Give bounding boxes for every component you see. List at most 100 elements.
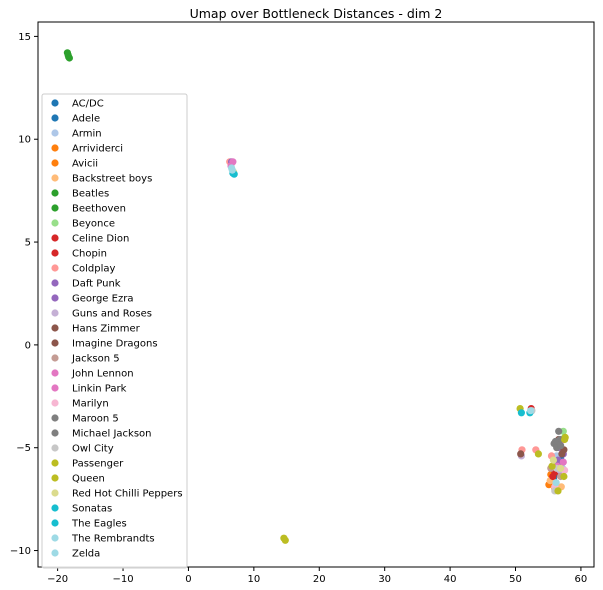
legend-marker [51, 354, 59, 362]
legend-label: Adele [72, 114, 100, 125]
legend-label: Coldplay [72, 264, 115, 275]
legend-label: Celine Dion [72, 234, 129, 245]
legend-marker [51, 264, 59, 272]
data-point [560, 472, 568, 481]
legend-marker [51, 249, 59, 257]
legend-marker [51, 369, 59, 377]
data-point [552, 479, 560, 487]
legend-label: Beyonce [72, 219, 115, 230]
legend-label: Backstreet boys [72, 174, 152, 185]
legend-label: George Ezra [72, 294, 133, 305]
data-point [551, 437, 560, 446]
legend-marker [51, 234, 59, 242]
legend-label: The Rembrandts [71, 534, 155, 545]
legend-label: John Lennon [71, 369, 134, 380]
data-point [65, 54, 73, 62]
legend-label: Owl City [72, 444, 114, 455]
legend-marker [51, 159, 59, 167]
legend-marker [51, 534, 59, 542]
x-tick-label: 20 [313, 574, 326, 585]
data-point [281, 536, 289, 544]
legend-label: Beethoven [72, 204, 126, 215]
legend: AC/DC Adele Armin Arrividerci Avicii Backstre… [41, 93, 188, 569]
axis-ticks: −20 −10 0 10 20 30 40 50 60 −10 −5 0 5 10 15 [10, 32, 587, 585]
legend-label: Armin [72, 129, 102, 140]
legend-marker [51, 129, 59, 137]
y-tick-label: −5 [16, 443, 31, 454]
legend-marker [51, 399, 59, 407]
legend-marker [51, 294, 59, 302]
data-point [549, 472, 557, 481]
legend-label: Daft Punk [72, 279, 121, 290]
y-tick-label: 0 [25, 340, 31, 351]
legend-marker [51, 309, 59, 317]
legend-marker [51, 384, 59, 392]
legend-label: Queen [72, 474, 105, 485]
legend-marker [51, 114, 59, 122]
data-point [527, 407, 535, 415]
legend-marker [51, 504, 59, 512]
legend-label: Marilyn [72, 399, 109, 410]
legend-label: Maroon 5 [72, 414, 119, 425]
data-point [549, 456, 558, 464]
legend-marker [51, 429, 59, 437]
y-tick-label: 5 [25, 238, 31, 249]
legend-marker [51, 219, 59, 227]
y-tick-label: −10 [10, 546, 31, 557]
data-point [559, 458, 567, 466]
data-point [561, 433, 569, 441]
data-point [517, 450, 525, 458]
legend-marker [51, 324, 59, 332]
legend-label: Hans Zimmer [72, 324, 141, 335]
y-tick-label: 15 [18, 32, 31, 43]
data-point [228, 164, 236, 172]
chart-title: Umap over Bottleneck Distances - dim 2 [190, 6, 443, 21]
legend-marker [51, 144, 59, 152]
legend-marker [51, 189, 59, 197]
legend-label: The Eagles [71, 519, 127, 530]
data-point [554, 487, 562, 495]
legend-box [41, 93, 188, 569]
x-tick-label: 10 [247, 574, 260, 585]
legend-label: Michael Jackson [72, 429, 152, 440]
x-tick-label: −10 [112, 574, 133, 585]
legend-marker [51, 174, 59, 182]
legend-label: AC/DC [72, 99, 104, 110]
legend-marker [51, 444, 59, 452]
legend-label: Beatles [72, 189, 109, 200]
legend-marker [51, 99, 59, 107]
legend-marker [51, 339, 59, 347]
x-tick-label: 40 [444, 574, 457, 585]
legend-marker [51, 489, 59, 497]
legend-label: Red Hot Chilli Peppers [72, 489, 183, 500]
data-point [517, 409, 526, 417]
legend-label: Chopin [72, 249, 107, 260]
y-tick-label: 10 [18, 135, 31, 146]
legend-marker [51, 549, 59, 557]
x-tick-label: 60 [575, 574, 588, 585]
data-point [557, 464, 565, 472]
data-point [534, 450, 543, 458]
x-tick-label: 0 [185, 574, 191, 585]
plot-frame [37, 21, 595, 568]
legend-label: Passenger [72, 459, 124, 470]
legend-label: Avicii [72, 159, 98, 170]
legend-label: Arrividerci [72, 144, 123, 155]
data-point [548, 462, 556, 470]
legend-label: Jackson 5 [71, 354, 120, 365]
legend-marker [51, 414, 59, 422]
legend-label: Guns and Roses [72, 309, 152, 320]
legend-marker [51, 519, 59, 527]
x-tick-label: 50 [509, 574, 522, 585]
legend-label: Sonatas [72, 504, 112, 515]
data-point [557, 442, 565, 450]
x-tick-label: −20 [47, 574, 68, 585]
legend-marker [51, 204, 59, 212]
data-point [555, 427, 563, 435]
legend-marker [51, 474, 59, 482]
points-layer [63, 49, 569, 544]
legend-marker [51, 459, 59, 467]
legend-marker [51, 279, 59, 287]
x-tick-label: 30 [378, 574, 391, 585]
